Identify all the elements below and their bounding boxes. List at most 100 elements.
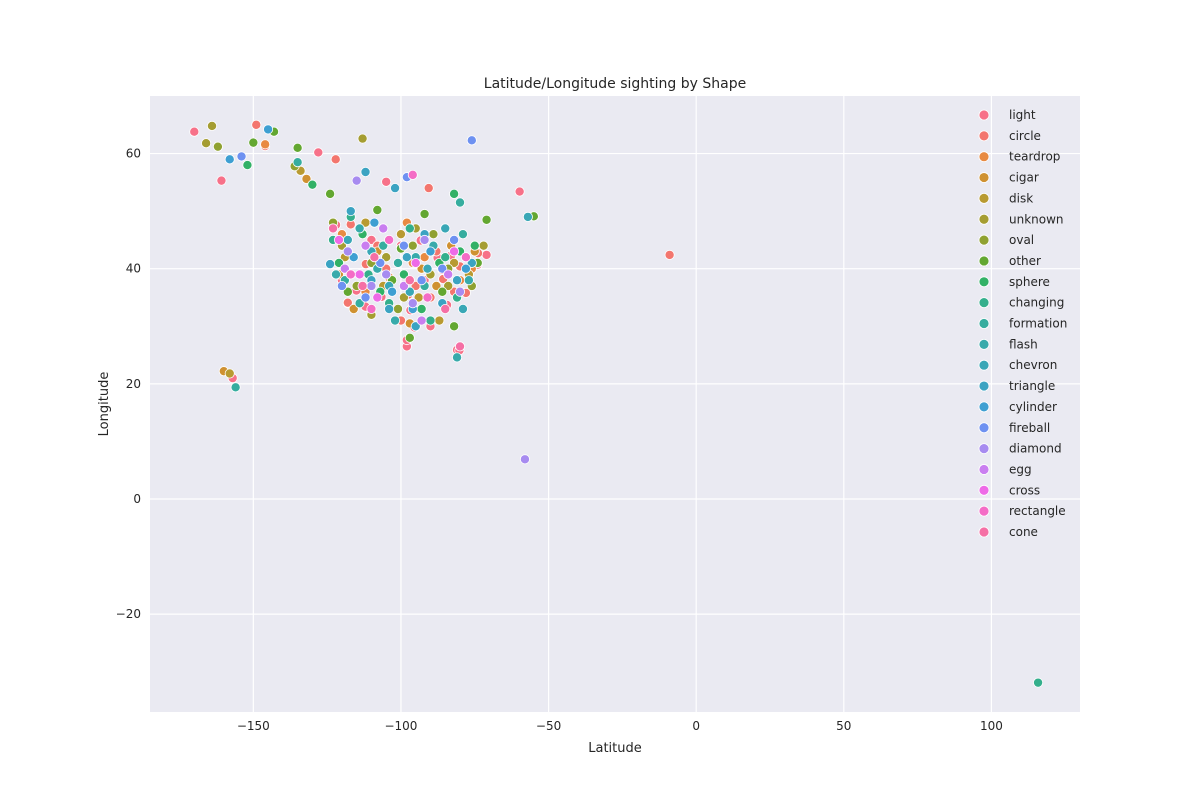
data-point-sphere (449, 188, 460, 199)
data-point-cone (454, 341, 465, 352)
data-point-other (449, 321, 460, 332)
legend-label-triangle: triangle (1009, 379, 1055, 393)
data-point-diamond (454, 286, 465, 297)
legend-marker-light (978, 109, 990, 121)
x-tick-label: −50 (536, 719, 561, 733)
legend-marker-fireball (978, 422, 990, 434)
data-point-unknown (478, 240, 489, 251)
data-point-cone (369, 252, 380, 263)
legend-label-oval: oval (1009, 233, 1034, 247)
data-point-changing (404, 223, 415, 234)
data-point-formation (454, 197, 465, 208)
data-point-diamond (519, 454, 530, 465)
data-point-light (313, 147, 324, 158)
grid-lines (150, 96, 1080, 712)
data-point-light (481, 249, 492, 260)
data-point-flash (452, 352, 463, 363)
y-tick-labels: −20 0 20 40 60 (116, 147, 141, 622)
legend-label-light: light (1009, 108, 1036, 122)
data-point-chevron (522, 211, 533, 222)
data-points (189, 119, 1044, 688)
legend-label-sphere: sphere (1009, 275, 1050, 289)
data-point-cylinder (460, 263, 471, 274)
data-point-flash (354, 223, 365, 234)
data-point-triangle (452, 275, 463, 286)
data-point-rectangle (407, 169, 418, 180)
legend-marker-other (978, 255, 990, 267)
data-point-circle (423, 183, 434, 194)
x-tick-label: 50 (836, 719, 851, 733)
data-point-triangle (345, 206, 356, 217)
data-point-egg (416, 315, 427, 326)
data-point-cylinder (224, 154, 235, 165)
legend-marker-disk (978, 192, 990, 204)
legend-marker-flash (978, 338, 990, 350)
data-point-egg (378, 223, 389, 234)
data-point-fireball (360, 292, 371, 303)
data-point-changing (425, 315, 436, 326)
legend-marker-cone (978, 526, 990, 538)
legend-label-cigar: cigar (1009, 171, 1039, 185)
legend-label-changing: changing (1009, 296, 1064, 310)
data-point-circle (330, 154, 341, 165)
data-point-unknown (206, 120, 217, 131)
data-point-rectangle (384, 234, 395, 245)
data-point-cross (410, 257, 421, 268)
legend-label-unknown: unknown (1009, 212, 1064, 226)
data-point-changing (440, 252, 451, 263)
data-point-triangle (325, 259, 336, 270)
data-point-other (437, 286, 448, 297)
data-point-cross (333, 234, 344, 245)
legend-label-rectangle: rectangle (1009, 504, 1066, 518)
plot-area (150, 96, 1080, 712)
data-point-fireball (466, 135, 477, 146)
legend-marker-unknown (978, 213, 990, 225)
legend-marker-cigar (978, 172, 990, 183)
data-point-cross (372, 292, 383, 303)
data-point-rectangle (422, 292, 433, 303)
x-axis-label: Latitude (588, 741, 642, 756)
data-point-other (248, 137, 259, 148)
data-point-fireball (336, 280, 347, 291)
data-point-other (372, 204, 383, 215)
data-point-oval (407, 240, 418, 251)
data-point-teardrop (260, 139, 271, 150)
data-point-fireball (449, 234, 460, 245)
legend-label-formation: formation (1009, 317, 1067, 331)
data-point-light (216, 175, 227, 186)
data-point-circle (342, 297, 353, 308)
data-point-light (189, 126, 200, 137)
x-tick-label: −100 (384, 719, 417, 733)
data-point-chevron (342, 234, 353, 245)
data-point-chevron (457, 304, 468, 315)
legend-label-cross: cross (1009, 483, 1040, 497)
legend-label-fireball: fireball (1009, 421, 1050, 435)
data-point-rectangle (366, 304, 377, 315)
data-point-formation (292, 157, 303, 168)
data-point-sphere (469, 240, 480, 251)
legend-marker-cross (978, 484, 990, 496)
data-point-sphere (307, 179, 318, 190)
data-point-circle (664, 249, 675, 260)
x-tick-label: 0 (692, 719, 700, 733)
data-point-chevron (440, 223, 451, 234)
data-point-fireball (398, 240, 409, 251)
data-point-fireball (416, 275, 427, 286)
data-point-chevron (422, 263, 433, 274)
data-point-disk (224, 368, 235, 379)
data-point-light (514, 186, 525, 197)
data-point-cone (328, 223, 339, 234)
data-point-diamond (419, 234, 430, 245)
data-point-flash (330, 269, 341, 280)
legend-label-chevron: chevron (1009, 358, 1057, 372)
data-point-diamond (342, 246, 353, 257)
data-point-diamond (407, 298, 418, 309)
legend-label-diamond: diamond (1009, 442, 1062, 456)
legend-marker-egg (978, 464, 990, 475)
data-point-sphere (242, 160, 253, 171)
legend-marker-teardrop (978, 151, 990, 163)
data-point-triangle (360, 166, 371, 177)
y-axis-label: Longitude (97, 372, 112, 437)
data-point-diamond (381, 269, 392, 280)
y-tick-label: 60 (126, 147, 141, 161)
